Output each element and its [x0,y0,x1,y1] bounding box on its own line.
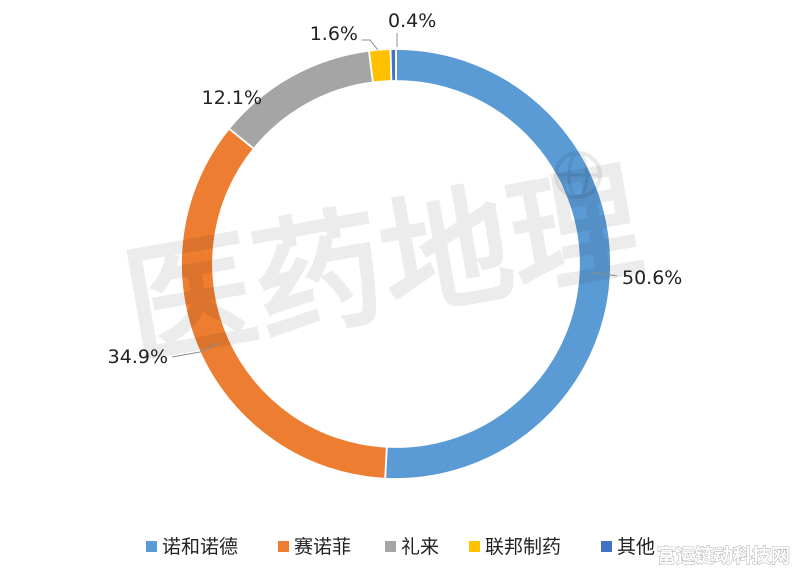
data-label-lilai: 12.1% [202,87,262,109]
legend-label-nuohe: 诺和诺德 [162,536,238,558]
leader-line-nuohe [591,271,618,277]
leader-lines [171,33,618,358]
legend-swatch-nuohe [146,541,157,552]
data-label-lianbang: 1.6% [310,23,358,45]
slice-lianbang [367,48,393,84]
legend-swatch-lilai [385,541,396,552]
legend-swatch-sainuofei [278,541,289,552]
corner-watermark: 富运链动科技网 [657,544,790,567]
slice-other [389,48,397,82]
legend: 诺和诺德 赛诺菲 礼来 联邦制药 其他 [146,536,655,558]
donut-slices [180,48,612,480]
data-label-other: 0.4% [388,10,436,32]
legend-label-sainuofei: 赛诺菲 [294,536,351,558]
leader-line-sainuofei [171,342,221,358]
slice-nuohe [384,48,612,480]
data-label-sainuofei: 34.9% [108,346,168,368]
data-label-nuohe: 50.6% [622,267,682,289]
legend-label-lianbang: 联邦制药 [485,536,561,558]
legend-label-lilai: 礼来 [401,536,439,558]
legend-label-other: 其他 [617,536,655,558]
leader-line-lianbang [362,39,379,51]
legend-swatch-other [601,541,612,552]
legend-swatch-lianbang [469,541,480,552]
globe-icon [554,151,602,199]
data-labels: 50.6% 34.9% 12.1% 1.6% 0.4% [108,10,683,368]
